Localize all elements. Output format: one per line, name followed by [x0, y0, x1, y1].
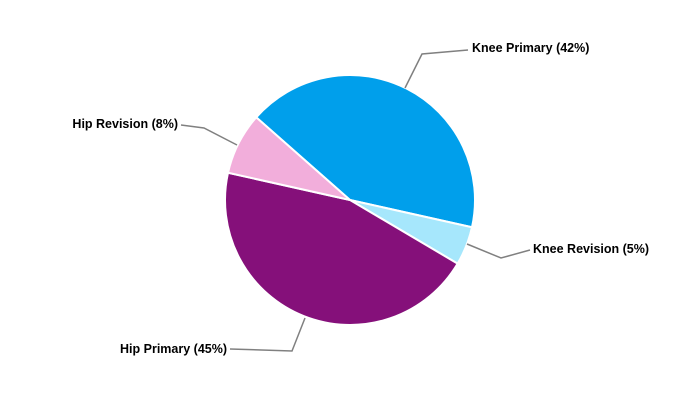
pie-slices [224, 74, 476, 326]
slice-label-hip-primary: Hip Primary (45%) [120, 342, 227, 356]
pie-slice-hip-revision [226, 115, 351, 201]
slice-label-hip-revision: Hip Revision (8%) [72, 117, 178, 131]
leader-line-knee-revision [466, 243, 531, 259]
leader-line-knee-primary [404, 49, 469, 89]
leader-line-hip-primary [229, 317, 306, 352]
pie-slice-knee-primary [254, 74, 476, 229]
leader-line-hip-revision [180, 124, 238, 146]
slice-label-knee-revision: Knee Revision (5%) [533, 242, 649, 256]
slice-label-knee-primary: Knee Primary (42%) [472, 41, 589, 55]
pie-slice-hip-primary [224, 171, 459, 326]
